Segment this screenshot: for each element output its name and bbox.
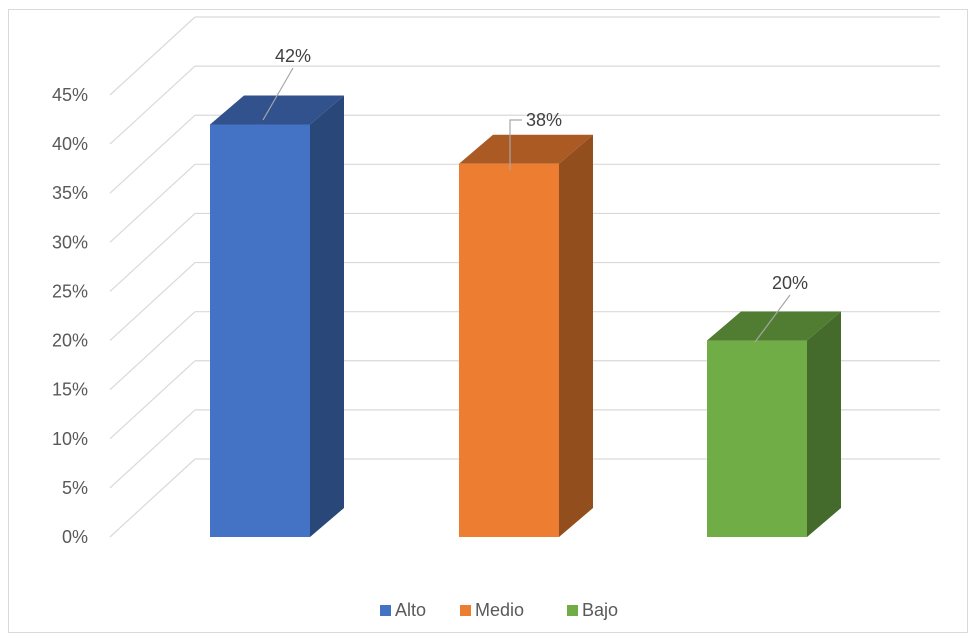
data-label-leader bbox=[754, 294, 791, 343]
bar bbox=[210, 124, 310, 537]
gridline-diagonal bbox=[109, 311, 196, 391]
gridline-diagonal bbox=[109, 458, 196, 538]
y-tick-label: 45% bbox=[52, 85, 88, 105]
data-label-leader bbox=[509, 119, 522, 170]
gridline-diagonal bbox=[109, 163, 196, 243]
bar bbox=[707, 340, 807, 537]
gridline-diagonal bbox=[109, 213, 196, 292]
gridline-diagonal bbox=[109, 65, 196, 145]
legend-swatch bbox=[460, 605, 471, 616]
bar-top bbox=[707, 311, 841, 341]
legend-swatch bbox=[380, 605, 391, 616]
y-tick-label: 15% bbox=[52, 380, 88, 400]
y-tick-label: 25% bbox=[52, 281, 88, 301]
bar-side bbox=[559, 134, 593, 537]
y-tick-label: 40% bbox=[52, 134, 88, 154]
legend-swatch bbox=[567, 605, 578, 616]
y-tick-label: 10% bbox=[52, 429, 88, 449]
gridline-diagonal bbox=[109, 262, 196, 341]
data-label: 42% bbox=[275, 46, 311, 66]
bar bbox=[459, 163, 559, 537]
data-label: 38% bbox=[526, 110, 562, 130]
y-tick-label: 35% bbox=[52, 183, 88, 203]
gridline-diagonal bbox=[109, 16, 196, 96]
legend-label: Alto bbox=[395, 600, 426, 620]
gridline-diagonal bbox=[109, 360, 196, 440]
bar-side bbox=[807, 311, 841, 537]
gridline-diagonal bbox=[109, 409, 196, 489]
bar-side bbox=[310, 95, 344, 537]
data-label: 20% bbox=[772, 273, 808, 293]
y-tick-label: 0% bbox=[62, 527, 88, 547]
bar-top bbox=[210, 95, 344, 125]
data-label-leader bbox=[262, 67, 294, 121]
gridline-diagonal bbox=[109, 114, 196, 194]
legend-label: Bajo bbox=[582, 600, 618, 620]
y-tick-label: 30% bbox=[52, 232, 88, 252]
y-tick-label: 5% bbox=[62, 478, 88, 498]
y-tick-label: 20% bbox=[52, 331, 88, 351]
bar-top bbox=[459, 134, 593, 164]
legend-label: Medio bbox=[475, 600, 524, 620]
